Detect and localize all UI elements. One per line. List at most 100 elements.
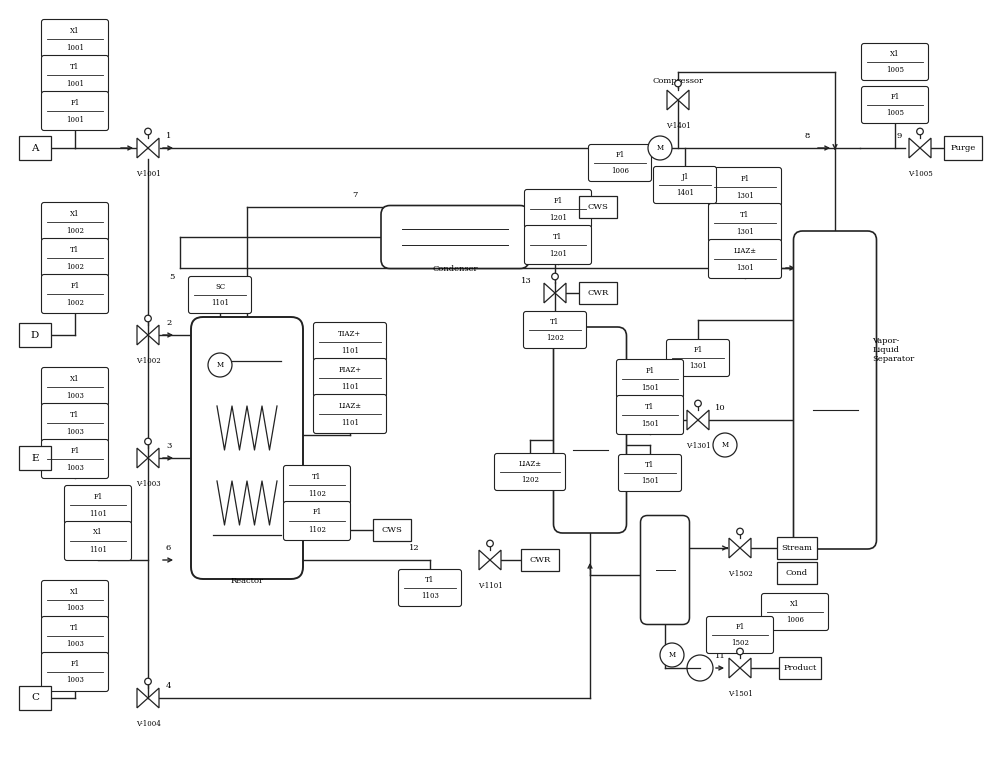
Text: PIAZ+: PIAZ+ <box>338 365 362 374</box>
Circle shape <box>737 528 743 535</box>
Text: 1101: 1101 <box>341 346 359 355</box>
FancyBboxPatch shape <box>794 231 876 549</box>
Circle shape <box>145 678 151 685</box>
Text: SC: SC <box>215 283 225 291</box>
FancyBboxPatch shape <box>42 92 108 130</box>
Text: 1003: 1003 <box>66 391 84 400</box>
Polygon shape <box>729 658 740 678</box>
Text: 1001: 1001 <box>66 115 84 124</box>
Text: T1: T1 <box>553 233 563 240</box>
Text: V-1401: V-1401 <box>666 122 690 130</box>
Text: 1003: 1003 <box>66 463 84 472</box>
Polygon shape <box>555 283 566 303</box>
Text: F1: F1 <box>70 98 80 107</box>
Text: E: E <box>31 453 39 462</box>
Polygon shape <box>479 550 490 570</box>
Text: 11: 11 <box>715 652 726 660</box>
FancyBboxPatch shape <box>64 521 132 561</box>
Text: 1301: 1301 <box>736 227 754 236</box>
Text: Purge: Purge <box>950 144 976 152</box>
Text: J1: J1 <box>681 173 689 181</box>
Text: M: M <box>216 361 224 369</box>
Polygon shape <box>148 325 159 345</box>
Text: T1: T1 <box>312 472 322 481</box>
Polygon shape <box>920 138 931 158</box>
Polygon shape <box>137 688 148 708</box>
Text: 1202: 1202 <box>521 476 539 484</box>
Text: X1: X1 <box>70 27 80 34</box>
Circle shape <box>687 655 713 681</box>
Text: F1: F1 <box>615 151 625 159</box>
Text: 2: 2 <box>166 319 171 327</box>
Text: F1: F1 <box>70 446 80 455</box>
FancyBboxPatch shape <box>588 144 652 182</box>
Text: T1: T1 <box>645 461 655 469</box>
Bar <box>579 282 617 304</box>
FancyBboxPatch shape <box>616 359 684 398</box>
Text: P1: P1 <box>645 366 655 375</box>
Text: Compressor: Compressor <box>652 77 704 85</box>
Text: LIAZ±: LIAZ± <box>734 246 757 255</box>
FancyBboxPatch shape <box>314 394 386 433</box>
FancyBboxPatch shape <box>398 569 462 607</box>
FancyBboxPatch shape <box>314 323 386 362</box>
Text: 1101: 1101 <box>341 418 359 427</box>
Text: 1101: 1101 <box>89 546 107 553</box>
Text: X1: X1 <box>890 50 900 58</box>
Polygon shape <box>909 138 920 158</box>
Circle shape <box>737 649 743 655</box>
Circle shape <box>917 128 923 135</box>
Text: T1: T1 <box>70 410 80 418</box>
Text: F1: F1 <box>693 346 703 354</box>
Text: 1001: 1001 <box>66 79 84 88</box>
FancyBboxPatch shape <box>188 276 252 314</box>
Text: 13: 13 <box>521 277 532 285</box>
Bar <box>19 686 51 710</box>
Text: F1: F1 <box>312 508 322 517</box>
Text: 9: 9 <box>897 132 902 140</box>
FancyBboxPatch shape <box>666 340 730 376</box>
Text: P1: P1 <box>740 175 750 182</box>
Text: F1: F1 <box>70 282 80 289</box>
Circle shape <box>713 433 737 457</box>
Text: D: D <box>31 330 39 340</box>
FancyBboxPatch shape <box>862 43 928 81</box>
Text: 1201: 1201 <box>549 214 567 221</box>
Text: T1: T1 <box>740 211 750 218</box>
Text: 1005: 1005 <box>886 109 904 117</box>
Text: T1: T1 <box>70 63 80 70</box>
Text: T1: T1 <box>425 576 435 584</box>
Circle shape <box>552 273 558 280</box>
FancyBboxPatch shape <box>381 205 529 269</box>
Polygon shape <box>137 138 148 158</box>
Circle shape <box>695 401 701 407</box>
Text: 1501: 1501 <box>641 420 659 427</box>
Text: 1003: 1003 <box>66 604 84 613</box>
Text: 1201: 1201 <box>549 250 567 257</box>
Text: T1: T1 <box>645 403 655 410</box>
Text: CWR: CWR <box>529 556 551 564</box>
FancyBboxPatch shape <box>654 166 716 204</box>
Text: CWS: CWS <box>588 203 608 211</box>
Polygon shape <box>698 410 709 430</box>
Polygon shape <box>148 688 159 708</box>
Text: V-1004: V-1004 <box>136 720 160 728</box>
Text: 1102: 1102 <box>308 490 326 497</box>
Text: 10: 10 <box>715 404 726 412</box>
Text: 1: 1 <box>166 132 171 140</box>
Text: Vapor-
Liquid
Separator: Vapor- Liquid Separator <box>872 336 915 363</box>
Text: 1101: 1101 <box>341 382 359 391</box>
Text: F1: F1 <box>735 623 745 631</box>
Text: Stripper: Stripper <box>522 466 558 474</box>
Text: C: C <box>31 694 39 703</box>
Text: V-1301: V-1301 <box>686 442 710 450</box>
Text: X1: X1 <box>70 210 80 217</box>
FancyBboxPatch shape <box>284 465 351 504</box>
Polygon shape <box>137 448 148 468</box>
Text: 1003: 1003 <box>66 427 84 436</box>
Text: 1005: 1005 <box>886 66 904 74</box>
Text: 1101: 1101 <box>89 510 107 517</box>
Text: F1: F1 <box>553 197 563 204</box>
Circle shape <box>660 643 684 667</box>
Bar <box>779 657 821 679</box>
